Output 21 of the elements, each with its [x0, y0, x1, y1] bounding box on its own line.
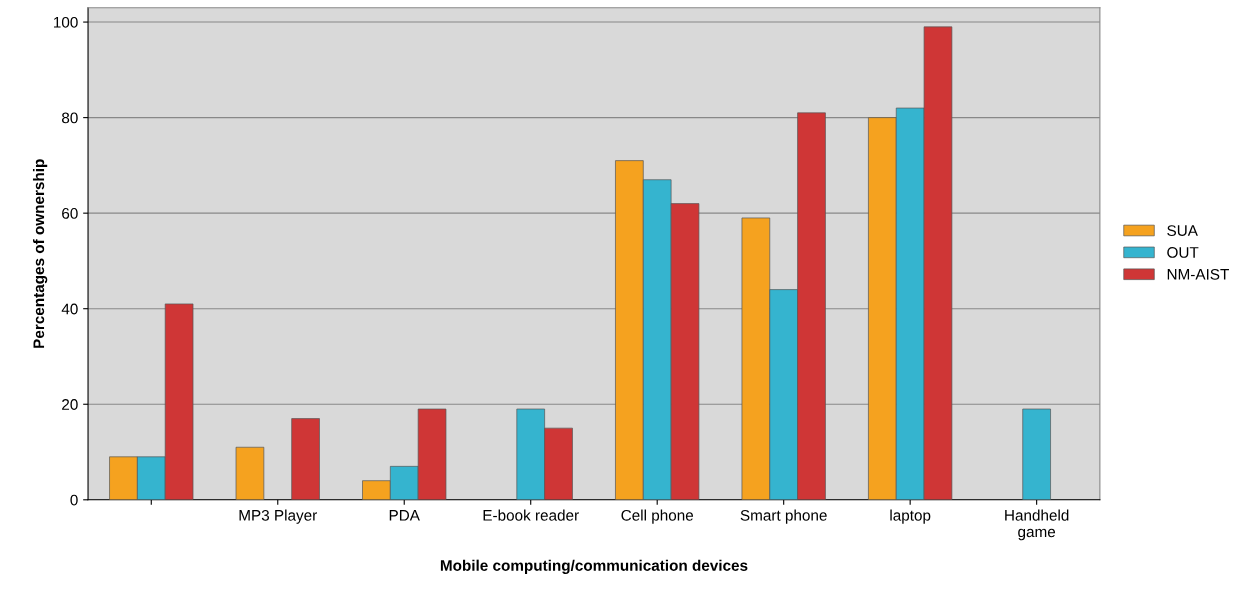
x-tick-label: MP3 Player — [239, 509, 317, 524]
y-tick-label: 0 — [70, 494, 78, 506]
legend-label: NM-AIST — [1167, 268, 1229, 280]
x-tick-label: PDA — [389, 510, 420, 521]
x-tick-label: Handheld game — [1005, 509, 1069, 541]
x-tick-label: E-book reader — [483, 509, 579, 521]
y-axis-title: Percentages of ownership — [32, 159, 48, 348]
y-tick-label: 60 — [62, 208, 78, 219]
bar — [235, 446, 265, 500]
y-tick-label: 80 — [61, 112, 78, 124]
y-tick-label: 20 — [62, 399, 78, 410]
legend-label: SUA — [1167, 225, 1198, 236]
legend-label: OUT — [1167, 247, 1199, 258]
y-tick-label: 100 — [54, 16, 78, 28]
x-axis-title: Mobile computing/communication devices — [440, 559, 748, 574]
x-tick-label: Cell phone — [621, 509, 694, 524]
bar — [1022, 408, 1051, 500]
y-tick-label: 40 — [61, 303, 78, 315]
x-tick-label: Smart phone — [740, 509, 827, 524]
bar — [291, 418, 320, 500]
x-tick-label: laptop — [890, 509, 931, 524]
